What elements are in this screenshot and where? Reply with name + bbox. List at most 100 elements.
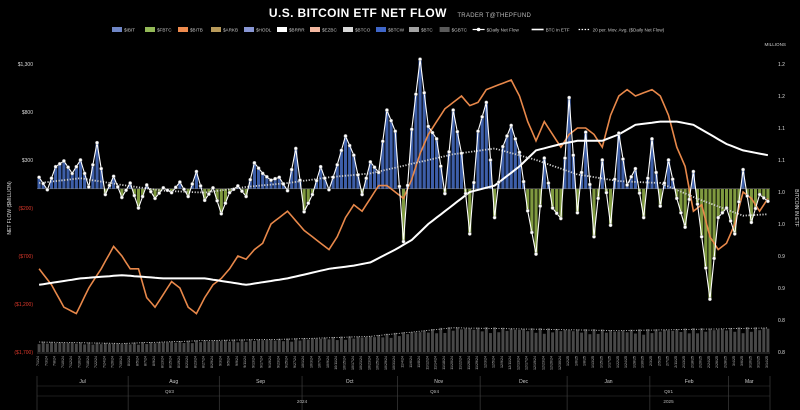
net-flow-bar <box>737 188 741 202</box>
net-flow-bar <box>749 188 753 223</box>
volume-bars <box>37 327 770 352</box>
net-flow-bar <box>385 110 389 189</box>
date-tick-label: 7/10/24 <box>61 356 65 368</box>
net-flow-bar <box>480 116 484 189</box>
net-flow-bar <box>95 142 99 189</box>
net-flow-point <box>91 162 95 167</box>
date-tick-label: 2/3/25 <box>649 356 653 366</box>
legend-label: $BTC <box>421 28 433 33</box>
volume-bar <box>493 327 497 352</box>
left-axis-tick: $800 <box>22 110 33 116</box>
volume-bar <box>132 342 136 352</box>
net-flow-point <box>78 158 83 162</box>
year-label: 2025 <box>663 399 674 404</box>
volume-bar <box>708 328 712 352</box>
date-tick-label: 11/4/24 <box>401 356 405 368</box>
net-flow-bar <box>579 172 584 189</box>
net-flow-point <box>153 196 157 201</box>
left-axis-tick: ($1,200) <box>14 302 33 308</box>
volume-bar <box>464 328 468 352</box>
volume-bar <box>604 332 608 352</box>
volume-bar <box>646 329 650 352</box>
net-flow-bar <box>265 176 269 189</box>
volume-bar <box>331 336 335 352</box>
net-flow-point <box>753 206 758 211</box>
net-flow-bar <box>584 132 588 189</box>
volume-bar <box>546 328 550 352</box>
volume-bar <box>513 329 517 352</box>
net-flow-point <box>641 215 646 220</box>
net-flow-point <box>546 181 551 185</box>
date-tick-label: 11/20/24 <box>450 356 454 370</box>
net-flow-point <box>376 170 381 175</box>
volume-bar <box>472 329 476 352</box>
volume-bar <box>348 336 352 352</box>
net-flow-bar <box>227 188 232 193</box>
net-flow-bar <box>526 188 530 211</box>
volume-bar <box>687 333 691 352</box>
volume-bar <box>95 342 99 352</box>
net-flow-point <box>310 192 315 197</box>
date-tick-label: 11/12/24 <box>425 356 429 370</box>
net-flow-bar <box>331 177 335 189</box>
net-flow-point <box>583 130 588 135</box>
net-flow-point <box>240 189 244 194</box>
net-flow-point <box>517 150 522 155</box>
volume-bar <box>745 327 749 352</box>
month-label: Mar <box>745 379 754 385</box>
legend-label: $GBTC <box>452 28 468 33</box>
net-flow-point <box>567 95 572 100</box>
volume-bar <box>439 327 443 352</box>
net-flow-bar <box>468 188 472 234</box>
volume-bar <box>103 342 107 352</box>
net-flow-point <box>625 183 630 187</box>
volume-bar <box>223 339 227 352</box>
month-label: Sep <box>256 379 265 385</box>
legend-swatch <box>439 27 450 32</box>
date-tick-label: 11/18/24 <box>442 356 446 370</box>
volume-bar <box>161 342 165 352</box>
volume-bar <box>368 336 372 352</box>
date-tick-label: 12/17/24 <box>525 356 529 370</box>
legend-label: $BITB <box>190 28 203 33</box>
legend-swatch <box>178 27 188 32</box>
net-flow-point <box>500 144 505 149</box>
legend-swatch <box>343 27 353 32</box>
net-flow-point <box>542 156 547 160</box>
net-flow-point <box>115 184 120 189</box>
volume-bar <box>45 343 49 352</box>
net-flow-bar <box>219 188 223 214</box>
net-flow-bar <box>290 169 294 189</box>
volume-bar <box>451 330 455 352</box>
net-flow-point <box>521 179 526 184</box>
net-flow-point <box>443 191 447 196</box>
legend-label: $BRRR <box>289 28 305 33</box>
volume-bar <box>149 342 153 352</box>
net-flow-point <box>62 159 66 163</box>
net-flow-point <box>322 176 327 181</box>
volume-bar <box>406 334 410 352</box>
net-flow-bar <box>269 180 273 189</box>
date-tick-label: 7/8/24 <box>53 356 57 366</box>
volume-bar <box>228 341 232 352</box>
net-flow-point <box>683 225 688 230</box>
volume-bar <box>435 333 439 352</box>
net-flow-point <box>414 92 418 97</box>
net-flow-point <box>41 181 46 186</box>
net-flow-point <box>103 192 108 197</box>
moving-average-line <box>39 147 768 217</box>
net-flow-bar <box>252 162 256 189</box>
net-flow-point <box>293 146 298 151</box>
net-flow-point <box>616 131 621 136</box>
date-tick-label: 8/9/24 <box>152 356 156 366</box>
net-flow-bar <box>215 188 219 201</box>
date-tick-label: 9/13/24 <box>251 356 255 368</box>
net-flow-point <box>148 189 153 194</box>
volume-bar <box>667 330 670 352</box>
date-tick-label: 10/7/24 <box>318 356 322 368</box>
net-flow-bar <box>430 132 435 189</box>
net-flow-bar <box>401 188 406 242</box>
volume-bar <box>178 341 182 352</box>
net-flow-point <box>264 174 269 179</box>
